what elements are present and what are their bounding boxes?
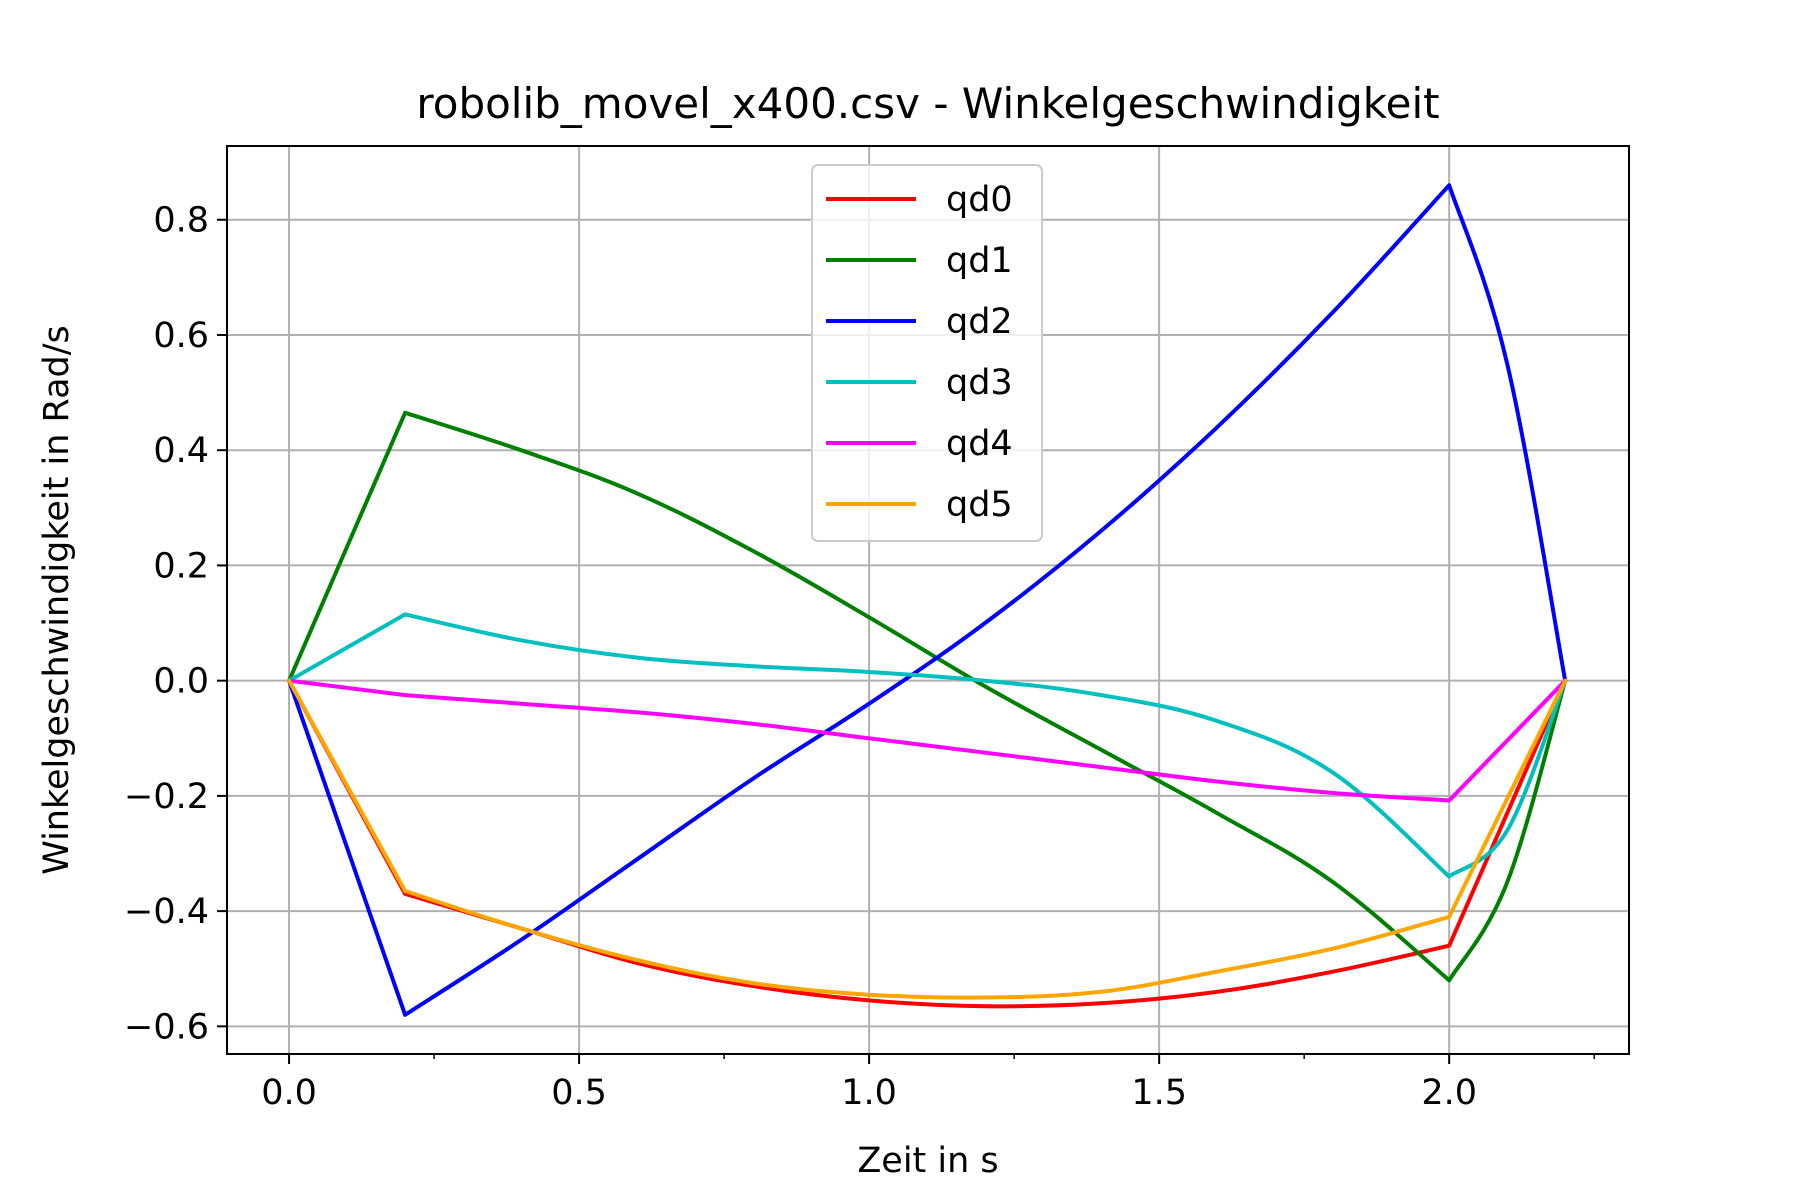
y-tick-label: −0.2 — [124, 777, 209, 817]
x-tick-label: 1.5 — [1131, 1073, 1187, 1113]
y-tick-label: 0.8 — [153, 201, 209, 241]
series-line-qd1 — [287, 410, 1568, 983]
legend-label-qd3: qd3 — [946, 363, 1013, 403]
x-tick-label: 0.0 — [261, 1073, 317, 1113]
plot-area-frame — [226, 145, 1630, 1055]
legend-label-qd1: qd1 — [946, 241, 1013, 281]
legend-label-qd4: qd4 — [946, 424, 1013, 464]
series-line-qd4 — [287, 678, 1568, 803]
x-tick-label: 2.0 — [1421, 1073, 1477, 1113]
ticks-layer: 0.0 0.5 1.0 1.5 2.0 0.8 0.6 0.4 0.2 0.0 −0.2 −0.4 −0… — [124, 201, 1595, 1113]
series-line-qd5 — [287, 678, 1568, 1000]
legend-label-qd5: qd5 — [946, 485, 1013, 525]
series-line-qd3 — [287, 612, 1568, 879]
y-axis-label: Winkelgeschwindigkeit in Rad/s — [37, 325, 77, 875]
x-axis-label: Zeit in s — [857, 1141, 998, 1181]
y-tick-label: 0.2 — [153, 546, 209, 586]
y-tick-label: 0.6 — [153, 316, 209, 356]
y-tick-label: 0.4 — [153, 431, 209, 471]
chart-title: robolib_movel_x400.csv - Winkelgeschwind… — [416, 79, 1439, 128]
x-tick-label: 0.5 — [551, 1073, 607, 1113]
y-tick-label: −0.4 — [124, 892, 209, 932]
legend: qd0 qd1 qd2 qd3 qd4 qd5 — [811, 164, 1043, 542]
series-line-qd2 — [287, 183, 1568, 1017]
x-tick-label: 1.0 — [841, 1073, 897, 1113]
legend-label-qd0: qd0 — [946, 180, 1013, 220]
series-layer — [287, 183, 1568, 1017]
y-tick-label: −0.6 — [124, 1007, 209, 1047]
legend-label-qd2: qd2 — [946, 302, 1013, 342]
y-tick-label: 0.0 — [153, 662, 209, 702]
